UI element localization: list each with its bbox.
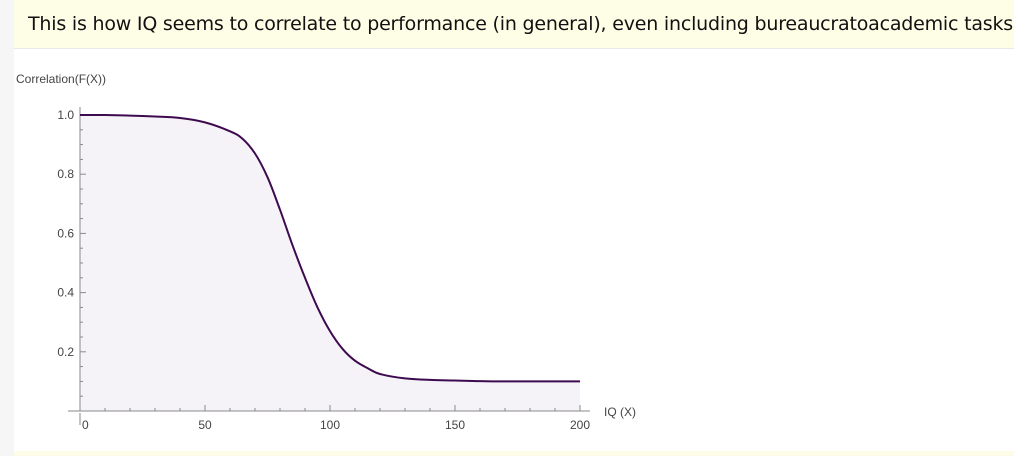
caption-text: This is how IQ seems to correlate to per… bbox=[28, 13, 1014, 35]
y-axis-title: Correlation(F(X)) bbox=[16, 72, 106, 86]
x-axis-title: IQ (X) bbox=[604, 405, 636, 419]
series-line bbox=[79, 113, 580, 383]
caption-banner: This is how IQ seems to correlate to per… bbox=[14, 0, 1014, 49]
y-tick-label: 0.8 bbox=[57, 167, 74, 181]
y-tick-label: 1.0 bbox=[57, 108, 74, 122]
ticks: 0 50 100 150 200 0.2 0.4 0.6 0.8 1.0 bbox=[57, 108, 590, 432]
chart: Correlation(F(X)) IQ (X) 0 50 100 150 200 0.2… bbox=[16, 72, 636, 432]
x-tick-label: 100 bbox=[320, 418, 340, 432]
x-tick-label: 200 bbox=[570, 418, 590, 432]
y-tick-label: 0.4 bbox=[57, 286, 74, 300]
x-tick-label: 0 bbox=[82, 418, 89, 432]
bottom-strip bbox=[14, 451, 1014, 456]
y-tick-label: 0.2 bbox=[57, 345, 74, 359]
y-tick-label: 0.6 bbox=[57, 226, 74, 240]
x-tick-label: 150 bbox=[445, 418, 465, 432]
x-tick-label: 50 bbox=[198, 418, 212, 432]
area-fill bbox=[80, 114, 580, 411]
chart-panel: Correlation(F(X)) IQ (X) 0 50 100 150 200 0.2… bbox=[14, 48, 1014, 452]
